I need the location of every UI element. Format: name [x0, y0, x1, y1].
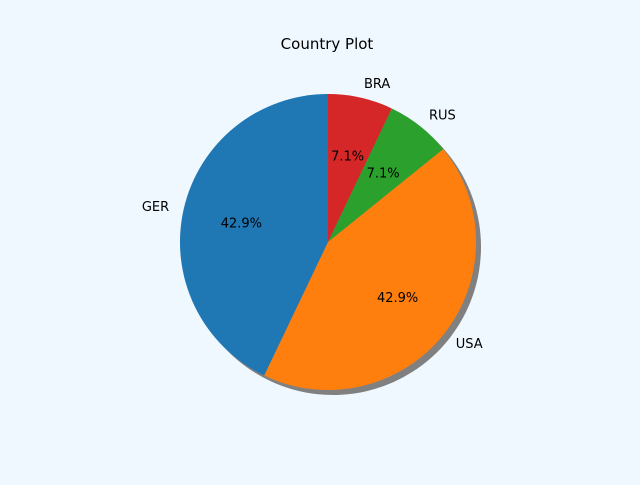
slice-label-usa: USA: [456, 337, 483, 352]
pie-slice-usa: [264, 149, 477, 391]
percent-labels: 7.1%7.1% 42.9% 42.9%: [221, 149, 419, 306]
slice-label-bra: BRA: [364, 77, 390, 92]
slice-label-ger: GER: [142, 200, 169, 215]
pie-slice-bra: [328, 94, 392, 242]
pie-slice-ger: [179, 94, 328, 376]
slice-labels: BRA RUS USA GER: [142, 77, 483, 352]
percent-label-ger: 42.9%: [221, 216, 262, 231]
slice-label-rus: RUS: [429, 108, 456, 123]
percent-label-usa: 42.9%: [377, 291, 418, 306]
percent-label-rus: 7.1%: [367, 166, 400, 181]
pie-slice-rus: [328, 108, 444, 242]
pie-slices: [179, 94, 477, 391]
chart-title: Country Plot: [281, 35, 374, 53]
percent-label-bra: 7.1%: [331, 149, 364, 164]
